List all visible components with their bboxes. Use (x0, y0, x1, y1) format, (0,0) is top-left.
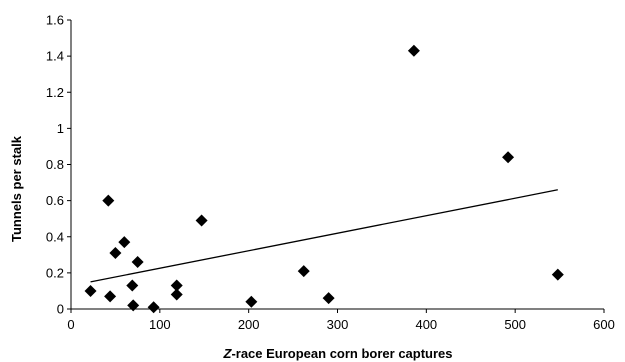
y-tick-label: 0.4 (46, 229, 64, 244)
x-tick-label: 500 (504, 317, 526, 332)
data-point (245, 295, 258, 308)
data-point (104, 290, 117, 303)
y-axis-title: Tunnels per stalk (9, 135, 24, 242)
data-point (195, 214, 208, 227)
x-tick-label: 200 (238, 317, 260, 332)
data-points (84, 44, 564, 314)
x-axis-ticks: 0 100 200 300 400 500 600 (67, 309, 615, 332)
y-axis-ticks: 0 0.2 0.4 0.6 0.8 1 1.2 1.4 1.6 (46, 13, 71, 317)
y-tick-label: 1 (57, 121, 64, 136)
data-point (109, 247, 122, 260)
x-tick-label: 0 (67, 317, 74, 332)
data-point (322, 292, 335, 305)
data-point (170, 288, 183, 301)
data-point (147, 301, 160, 314)
data-point (84, 284, 97, 297)
y-tick-label: 0.2 (46, 265, 64, 280)
data-point (551, 268, 564, 281)
data-point (127, 299, 140, 312)
data-point (297, 265, 310, 278)
y-tick-label: 1.4 (46, 49, 64, 64)
data-point (126, 279, 139, 292)
data-point (407, 44, 420, 57)
y-tick-label: 0.8 (46, 157, 64, 172)
x-axis-title: Z-race European corn borer captures (222, 346, 452, 361)
y-tick-label: 1.6 (46, 13, 64, 28)
y-tick-label: 0 (57, 302, 64, 317)
y-tick-label: 0.6 (46, 193, 64, 208)
x-tick-label: 100 (149, 317, 171, 332)
data-point (502, 151, 515, 164)
x-tick-label: 300 (327, 317, 349, 332)
y-tick-label: 1.2 (46, 85, 64, 100)
x-tick-label: 400 (415, 317, 437, 332)
data-point (170, 279, 183, 292)
trendline (90, 189, 558, 283)
data-point (118, 236, 131, 249)
data-point (102, 194, 115, 207)
x-tick-label: 600 (593, 317, 615, 332)
data-point (131, 256, 144, 269)
